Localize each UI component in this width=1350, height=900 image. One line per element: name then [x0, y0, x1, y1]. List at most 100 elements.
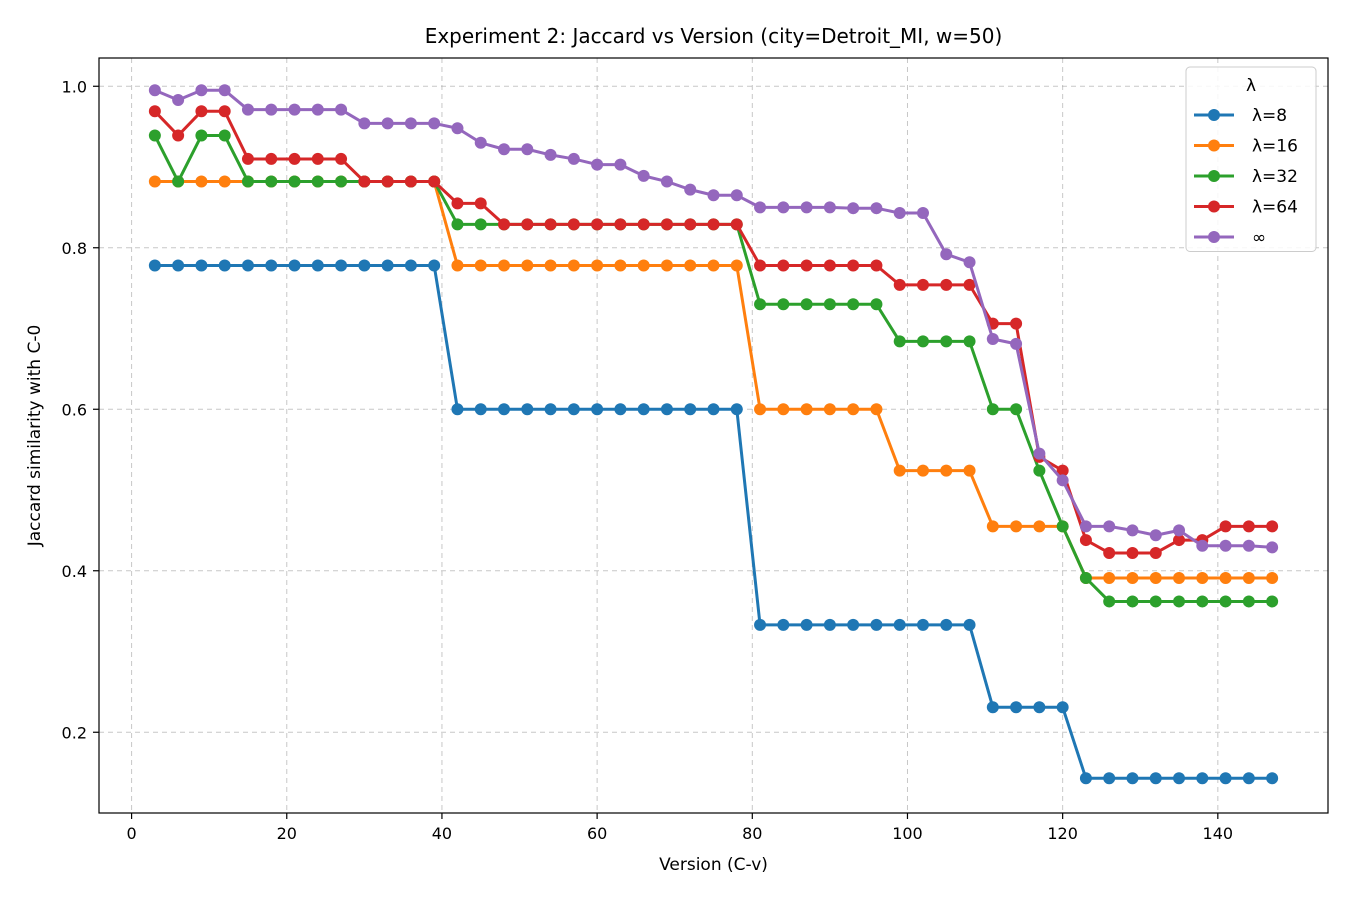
data-point	[614, 218, 627, 231]
x-tick-label: 80	[742, 824, 762, 843]
data-point	[707, 189, 720, 202]
data-point	[916, 207, 929, 220]
data-point	[1219, 595, 1232, 608]
data-point	[893, 464, 906, 477]
data-point	[823, 201, 836, 214]
data-point	[544, 259, 557, 272]
x-tick-label: 0	[126, 824, 136, 843]
chart-title: Experiment 2: Jaccard vs Version (city=D…	[425, 24, 1003, 48]
data-point	[311, 175, 324, 188]
data-point	[591, 259, 604, 272]
data-point	[474, 259, 487, 272]
legend-item: ∞	[1194, 228, 1266, 248]
y-axis: 0.2 0.4 0.6 0.8 1.0	[62, 77, 99, 742]
data-point	[1033, 464, 1046, 477]
data-point	[614, 403, 627, 416]
data-point	[777, 618, 790, 631]
x-tick-label: 120	[1047, 824, 1078, 843]
data-point	[195, 84, 208, 97]
data-point	[1126, 546, 1139, 559]
data-point	[940, 335, 953, 348]
data-point	[335, 103, 348, 116]
data-point	[521, 259, 534, 272]
data-point	[1079, 534, 1092, 547]
data-point	[335, 259, 348, 272]
data-point	[847, 259, 860, 272]
data-point	[684, 183, 697, 196]
data-point	[963, 464, 976, 477]
data-point	[1010, 317, 1023, 330]
data-point	[916, 335, 929, 348]
data-point	[1173, 595, 1186, 608]
data-point	[148, 84, 161, 97]
data-point	[195, 175, 208, 188]
data-point	[172, 259, 185, 272]
data-point	[148, 175, 161, 188]
data-point	[730, 189, 743, 202]
data-point	[1056, 520, 1069, 533]
legend-title: λ	[1246, 76, 1256, 96]
data-point	[754, 403, 767, 416]
legend-item: λ=16	[1194, 137, 1298, 157]
data-point	[381, 259, 394, 272]
data-point	[498, 218, 511, 231]
x-tick-label: 60	[587, 824, 607, 843]
y-tick-label: 0.6	[62, 400, 87, 419]
data-point	[660, 259, 673, 272]
data-point	[521, 218, 534, 231]
data-point	[265, 259, 278, 272]
data-point	[567, 152, 580, 165]
y-tick-label: 0.8	[62, 239, 87, 258]
data-point	[940, 278, 953, 291]
legend-item: λ=32	[1194, 167, 1298, 187]
data-point	[404, 117, 417, 130]
data-point	[1126, 772, 1139, 785]
data-point	[195, 105, 208, 118]
data-point	[265, 152, 278, 165]
data-point	[1033, 520, 1046, 533]
data-point	[1149, 529, 1162, 542]
data-point	[1242, 595, 1255, 608]
data-point	[172, 175, 185, 188]
data-point	[1149, 595, 1162, 608]
data-point	[451, 122, 464, 135]
data-point	[847, 298, 860, 311]
y-tick-label: 0.2	[62, 723, 87, 742]
data-point	[754, 259, 767, 272]
data-point	[870, 202, 883, 215]
data-point	[660, 403, 673, 416]
data-point	[288, 259, 301, 272]
data-point	[800, 259, 813, 272]
data-point	[451, 218, 464, 231]
legend-swatch-marker	[1208, 231, 1220, 243]
data-point	[148, 259, 161, 272]
data-point	[591, 218, 604, 231]
data-point	[777, 201, 790, 214]
data-point	[1266, 772, 1279, 785]
data-point	[1103, 572, 1116, 585]
data-point	[916, 278, 929, 291]
data-point	[660, 218, 673, 231]
data-point	[544, 403, 557, 416]
data-point	[218, 84, 231, 97]
series-3	[148, 105, 1279, 559]
data-point	[893, 278, 906, 291]
data-point	[963, 256, 976, 269]
x-tick-label: 140	[1203, 824, 1234, 843]
data-point	[404, 259, 417, 272]
data-point	[963, 335, 976, 348]
data-point	[707, 259, 720, 272]
data-point	[800, 403, 813, 416]
data-point	[288, 152, 301, 165]
data-point	[1242, 572, 1255, 585]
data-point	[218, 259, 231, 272]
data-point	[1103, 546, 1116, 559]
data-point	[1219, 572, 1232, 585]
data-point	[1010, 701, 1023, 714]
data-point	[1242, 520, 1255, 533]
data-point	[265, 175, 278, 188]
data-point	[1196, 772, 1209, 785]
data-point	[1266, 520, 1279, 533]
